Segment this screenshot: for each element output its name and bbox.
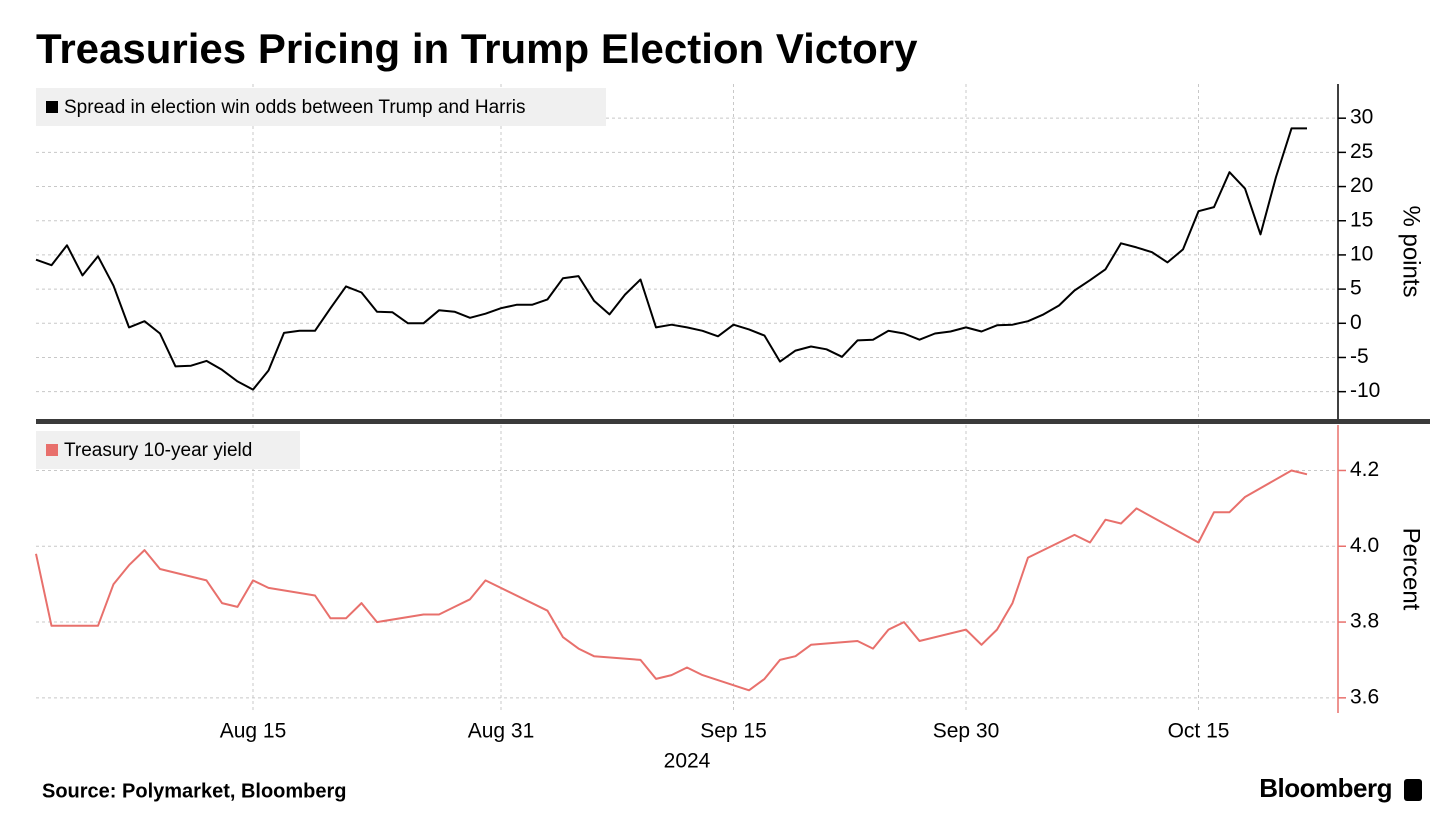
source: Source: Polymarket, Bloomberg — [42, 780, 347, 802]
y-tick-label: 15 — [1350, 208, 1373, 231]
y-tick-label: 20 — [1350, 174, 1373, 197]
brand-icon — [1404, 779, 1422, 801]
y-tick-label: 30 — [1350, 106, 1373, 129]
legend-box — [36, 88, 606, 126]
series-line — [35, 469, 1308, 692]
legend-swatch — [46, 101, 58, 113]
y-tick-label: 5 — [1350, 277, 1362, 300]
y-axis-label: % points — [1398, 205, 1425, 297]
y-tick-label: 0 — [1350, 311, 1362, 334]
y-tick-label: -5 — [1350, 345, 1369, 368]
chart-title: Treasuries Pricing in Trump Election Vic… — [36, 25, 918, 72]
x-tick-label: Oct 15 — [1168, 720, 1230, 743]
y-tick-label: -10 — [1350, 379, 1380, 402]
x-tick-label: Aug 15 — [220, 720, 287, 743]
panel-separator — [36, 419, 1430, 424]
y-tick-label: 3.8 — [1350, 610, 1379, 633]
y-tick-label: 10 — [1350, 242, 1373, 265]
y-tick-label: 25 — [1350, 140, 1373, 163]
x-tick-label: Sep 30 — [933, 720, 1000, 743]
x-axis-label: 2024 — [664, 750, 711, 773]
y-tick-label: 3.6 — [1350, 685, 1379, 708]
series-line — [35, 127, 1307, 391]
legend-label: Spread in election win odds between Trum… — [64, 97, 526, 118]
legend-label: Treasury 10-year yield — [64, 440, 252, 461]
y-axis-label: Percent — [1398, 528, 1425, 611]
y-tick-label: 4.0 — [1350, 534, 1379, 557]
y-tick-label: 4.2 — [1350, 458, 1379, 481]
legend-swatch — [46, 444, 58, 456]
x-tick-label: Aug 31 — [468, 720, 535, 743]
x-tick-label: Sep 15 — [700, 720, 767, 743]
legend-box — [36, 431, 300, 469]
brand: Bloomberg — [1259, 773, 1392, 803]
